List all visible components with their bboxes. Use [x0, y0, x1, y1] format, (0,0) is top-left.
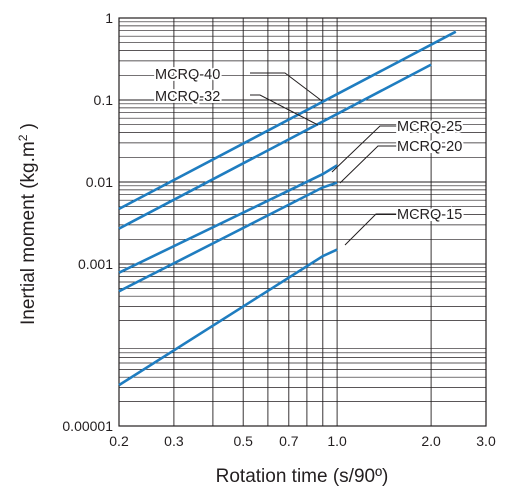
- y-tick-label: 0.01: [86, 174, 113, 190]
- series-labels: MCRQ-40 MCRQ-32 MCRQ-25 MCRQ-20 MCRQ-15: [155, 67, 462, 245]
- x-tick-label: 0.2: [109, 433, 129, 449]
- y-tick-label: 0.001: [78, 256, 113, 272]
- y-axis-title-main: Inertial moment (kg.m: [18, 141, 39, 325]
- leader-line-mcrq-20: [340, 146, 397, 183]
- series-label-mcrq-20: MCRQ-20: [397, 139, 462, 155]
- x-axis-title: Rotation time (s/90º): [216, 466, 389, 487]
- y-tick-labels: 0.00001 0.001 0.01 0.1 1: [62, 10, 113, 434]
- y-tick-label: 1: [105, 10, 113, 26]
- series-line-mcrq-20: [119, 183, 337, 292]
- y-axis-title: Inertial moment (kg.m2 ): [16, 123, 39, 325]
- x-tick-labels: 0.2 0.3 0.5 0.7 1.0 2.0 3.0: [109, 433, 496, 449]
- series-label-mcrq-40: MCRQ-40: [155, 67, 220, 83]
- x-tick-label: 3.0: [476, 433, 496, 449]
- x-tick-label: 0.3: [164, 433, 184, 449]
- y-axis-title-end: ): [18, 123, 39, 135]
- y-tick-label: 0.00001: [62, 418, 113, 434]
- series-label-mcrq-15: MCRQ-15: [397, 207, 462, 223]
- series-line-mcrq-25: [119, 165, 337, 272]
- x-tick-label: 0.5: [233, 433, 253, 449]
- leader-line-mcrq-40: [250, 73, 322, 101]
- x-tick-label: 2.0: [421, 433, 441, 449]
- series-label-mcrq-32: MCRQ-32: [155, 89, 220, 105]
- y-tick-label: 0.1: [94, 92, 114, 108]
- series-line-mcrq-15: [119, 250, 337, 386]
- series-label-mcrq-25: MCRQ-25: [397, 119, 462, 135]
- leader-line-mcrq-15: [345, 214, 397, 245]
- x-tick-label: 0.7: [279, 433, 299, 449]
- x-tick-label: 1.0: [327, 433, 347, 449]
